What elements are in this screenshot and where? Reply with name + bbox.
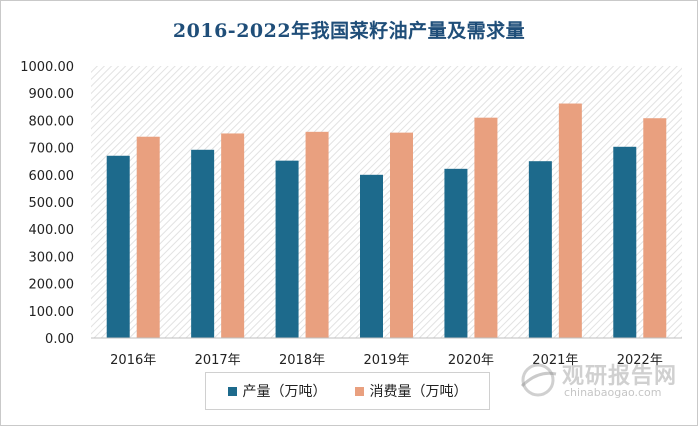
- legend-item-production: 产量（万吨）: [227, 381, 327, 401]
- y-tick-label: 1000.00: [20, 60, 74, 75]
- y-tick-label: 300.00: [29, 250, 75, 265]
- legend-label-consumption: 消费量（万吨）: [369, 384, 468, 400]
- bars: [106, 103, 667, 339]
- y-axis: 0.00 100.00 200.00 300.00 400.00 500.00 600.00…: [20, 60, 74, 347]
- x-tick-label: 2016年: [110, 353, 156, 368]
- x-tick-label: 2017年: [195, 353, 241, 368]
- watermark-url: chinabaogao.com: [564, 386, 662, 399]
- globe-swoosh-icon: [520, 363, 557, 397]
- watermark: 观研报告网 chinabaogao.com: [518, 358, 688, 406]
- y-tick-label: 0.00: [45, 332, 74, 347]
- bar-production: [360, 174, 383, 338]
- x-tick-label: 2020年: [448, 353, 494, 368]
- bar-production: [191, 149, 215, 338]
- x-tick-label: 2019年: [363, 353, 409, 368]
- plot-area: [91, 66, 682, 338]
- y-tick-label: 200.00: [29, 278, 75, 293]
- bar-consumption: [643, 118, 667, 338]
- watermark-name: 观研报告网: [562, 364, 678, 389]
- bar-consumption: [305, 131, 329, 338]
- x-tick-label: 2022年: [617, 353, 663, 368]
- legend-swatch-consumption: [354, 386, 364, 396]
- y-tick-label: 100.00: [29, 305, 75, 320]
- bar-consumption: [390, 132, 413, 338]
- y-tick-label: 700.00: [29, 142, 75, 157]
- bar-consumption: [474, 117, 498, 339]
- legend-swatch-production: [227, 386, 237, 396]
- bar-production: [613, 146, 637, 338]
- bar-production: [275, 160, 299, 338]
- bar-consumption: [136, 136, 160, 338]
- legend: 产量（万吨） 消费量（万吨）: [205, 372, 490, 410]
- legend-item-consumption: 消费量（万吨）: [354, 381, 468, 401]
- y-tick-label: 500.00: [29, 196, 75, 211]
- x-tick-label: 2018年: [279, 353, 325, 368]
- bar-production: [528, 161, 552, 338]
- x-axis: 2016年 2017年 2018年 2019年 2020年 2021年 2022年: [91, 337, 682, 368]
- bar-production: [106, 155, 130, 338]
- x-tick-label: 2021年: [532, 353, 578, 368]
- bar-production: [444, 168, 468, 338]
- legend-label-production: 产量（万吨）: [242, 384, 327, 400]
- bar-consumption: [221, 133, 245, 338]
- bar-consumption: [558, 103, 582, 338]
- y-tick-label: 900.00: [29, 87, 75, 102]
- chart-title: 2016-2022年我国菜籽油产量及需求量: [172, 20, 526, 42]
- y-tick-label: 800.00: [29, 114, 75, 129]
- y-tick-label: 400.00: [29, 223, 75, 238]
- y-tick-label: 600.00: [29, 169, 75, 184]
